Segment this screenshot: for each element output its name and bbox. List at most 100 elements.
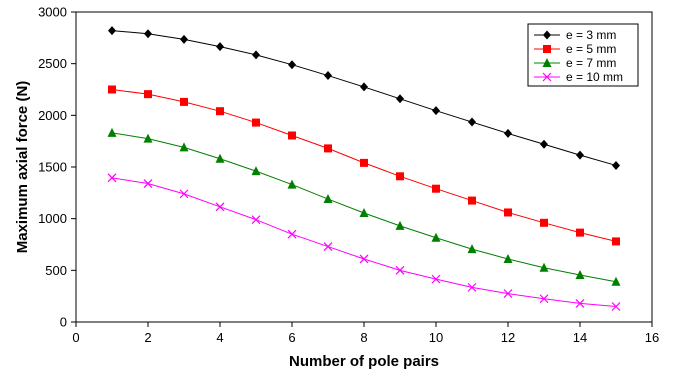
data-point (324, 71, 332, 81)
x-marker-stroke (539, 294, 549, 304)
data-point (539, 294, 549, 304)
x-tick-label: 6 (288, 330, 295, 345)
x-marker-stroke (107, 173, 117, 183)
data-point (467, 244, 477, 254)
legend-marker (542, 58, 552, 67)
x-marker-stroke (503, 289, 513, 299)
data-point (324, 144, 332, 153)
x-tick-label: 8 (360, 330, 367, 345)
data-point (468, 117, 476, 127)
data-point (611, 302, 621, 311)
legend-marker (543, 45, 551, 53)
data-point (396, 172, 404, 181)
data-point (575, 269, 585, 279)
legend-entry: e = 5 mm (534, 42, 616, 56)
data-point (359, 254, 369, 264)
data-point (215, 153, 225, 163)
series-layer (107, 26, 621, 311)
data-point (432, 184, 440, 193)
x-marker-stroke (467, 282, 477, 292)
data-point (540, 218, 548, 227)
data-point (504, 128, 512, 138)
data-point (323, 242, 333, 251)
data-point (611, 276, 621, 286)
data-point (144, 90, 152, 99)
data-point (612, 160, 620, 170)
data-point (108, 85, 116, 94)
data-point (467, 282, 477, 292)
y-tick-label: 0 (60, 315, 67, 330)
x-tick-label: 16 (645, 330, 659, 345)
y-tick-label: 2000 (38, 108, 67, 123)
legend-entry: e = 7 mm (534, 56, 616, 70)
y-tick-label: 500 (45, 263, 67, 278)
data-point (395, 220, 405, 230)
x-tick-label: 14 (573, 330, 587, 345)
data-point (144, 29, 152, 39)
data-point (288, 60, 296, 70)
x-axis-ticks: 0 2 4 6 8 10 12 14 16 (72, 322, 659, 345)
data-point (216, 107, 224, 116)
legend-marker (543, 30, 551, 40)
y-tick-label: 1500 (38, 160, 67, 175)
legend-entry: e = 10 mm (534, 70, 623, 84)
data-point (288, 131, 296, 140)
data-point (503, 289, 513, 299)
x-tick-label: 4 (216, 330, 223, 345)
data-point (287, 179, 297, 189)
legend-label: e = 7 mm (566, 56, 616, 70)
data-point (180, 34, 188, 44)
data-point (179, 142, 189, 152)
data-point (576, 150, 584, 160)
legend-label: e = 10 mm (566, 70, 623, 84)
data-point (576, 228, 584, 237)
x-marker-stroke (611, 302, 621, 311)
y-tick-label: 3000 (38, 5, 67, 20)
data-point (287, 229, 297, 239)
data-point (468, 196, 476, 205)
data-point (396, 94, 404, 104)
data-point (540, 139, 548, 149)
x-marker-stroke (251, 215, 261, 225)
data-point (360, 82, 368, 92)
data-point (360, 158, 368, 167)
x-marker-stroke (323, 242, 333, 251)
x-marker-stroke (215, 202, 225, 212)
x-tick-label: 10 (429, 330, 443, 345)
data-point (216, 42, 224, 52)
data-point (612, 237, 620, 246)
legend: e = 3 mme = 5 mme = 7 mme = 10 mm (527, 23, 639, 87)
y-tick-label: 2500 (38, 56, 67, 71)
data-point (252, 50, 260, 60)
data-point (323, 194, 333, 204)
data-point (143, 133, 153, 143)
series-4 (107, 173, 621, 311)
data-point (359, 207, 369, 217)
data-point (251, 215, 261, 225)
x-tick-label: 0 (72, 330, 79, 345)
data-point (575, 298, 585, 308)
series-1 (108, 26, 620, 170)
x-marker-stroke (359, 254, 369, 264)
legend-label: e = 5 mm (566, 42, 616, 56)
x-tick-label: 2 (144, 330, 151, 345)
data-point (432, 106, 440, 116)
x-marker-stroke (179, 189, 189, 199)
legend-label: e = 3 mm (566, 28, 616, 42)
data-point (107, 173, 117, 183)
data-point (143, 179, 153, 188)
y-tick-label: 1000 (38, 211, 67, 226)
x-axis-title: Number of pole pairs (289, 353, 439, 370)
data-point (107, 127, 117, 137)
data-point (395, 265, 405, 275)
data-point (431, 274, 441, 284)
data-point (180, 97, 188, 106)
x-tick-label: 12 (501, 330, 515, 345)
data-point (504, 208, 512, 217)
data-point (251, 166, 261, 176)
x-marker-stroke (431, 274, 441, 284)
series-3 (107, 127, 621, 286)
data-point (431, 232, 441, 242)
